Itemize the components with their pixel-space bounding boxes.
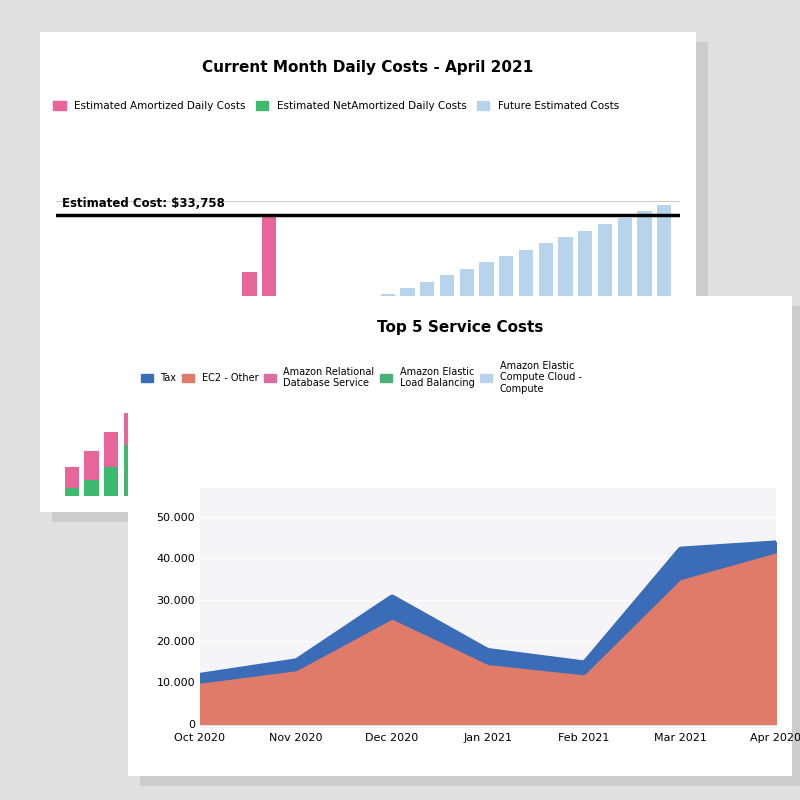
- Bar: [183, 368, 198, 496]
- Bar: [85, 451, 98, 496]
- Bar: [440, 275, 454, 496]
- Bar: [657, 205, 671, 496]
- Bar: [65, 488, 79, 496]
- Bar: [124, 413, 138, 496]
- Bar: [242, 272, 257, 496]
- Bar: [282, 330, 296, 496]
- Text: Current Month Daily Costs - April 2021: Current Month Daily Costs - April 2021: [202, 60, 534, 75]
- Bar: [322, 314, 336, 496]
- Bar: [341, 307, 355, 496]
- Text: Top 5 Service Costs: Top 5 Service Costs: [377, 320, 543, 335]
- Bar: [519, 250, 533, 496]
- Bar: [618, 218, 632, 496]
- Bar: [262, 214, 276, 496]
- Bar: [183, 355, 198, 496]
- Bar: [499, 256, 514, 496]
- Bar: [479, 262, 494, 496]
- Bar: [104, 432, 118, 496]
- Bar: [144, 426, 158, 496]
- Bar: [538, 243, 553, 496]
- Bar: [163, 378, 178, 496]
- Bar: [460, 269, 474, 496]
- Bar: [381, 294, 395, 496]
- Bar: [144, 397, 158, 496]
- Text: Estimated Cost: $33,758: Estimated Cost: $33,758: [62, 198, 225, 210]
- Bar: [124, 445, 138, 496]
- Bar: [558, 237, 573, 496]
- Bar: [203, 336, 217, 496]
- Legend: Tax, EC2 - Other, Amazon Relational
Database Service, Amazon Elastic
Load Balanc: Tax, EC2 - Other, Amazon Relational Data…: [141, 361, 582, 394]
- Bar: [578, 230, 592, 496]
- Bar: [163, 400, 178, 496]
- Bar: [638, 211, 651, 496]
- Bar: [222, 304, 237, 496]
- Bar: [104, 467, 118, 496]
- Bar: [598, 224, 612, 496]
- Legend: Estimated Amortized Daily Costs, Estimated NetAmortized Daily Costs, Future Esti: Estimated Amortized Daily Costs, Estimat…: [54, 102, 619, 111]
- Bar: [85, 480, 98, 496]
- Bar: [302, 320, 316, 496]
- Bar: [420, 282, 434, 496]
- Bar: [203, 330, 217, 496]
- Bar: [361, 301, 375, 496]
- Bar: [65, 467, 79, 496]
- Bar: [400, 288, 414, 496]
